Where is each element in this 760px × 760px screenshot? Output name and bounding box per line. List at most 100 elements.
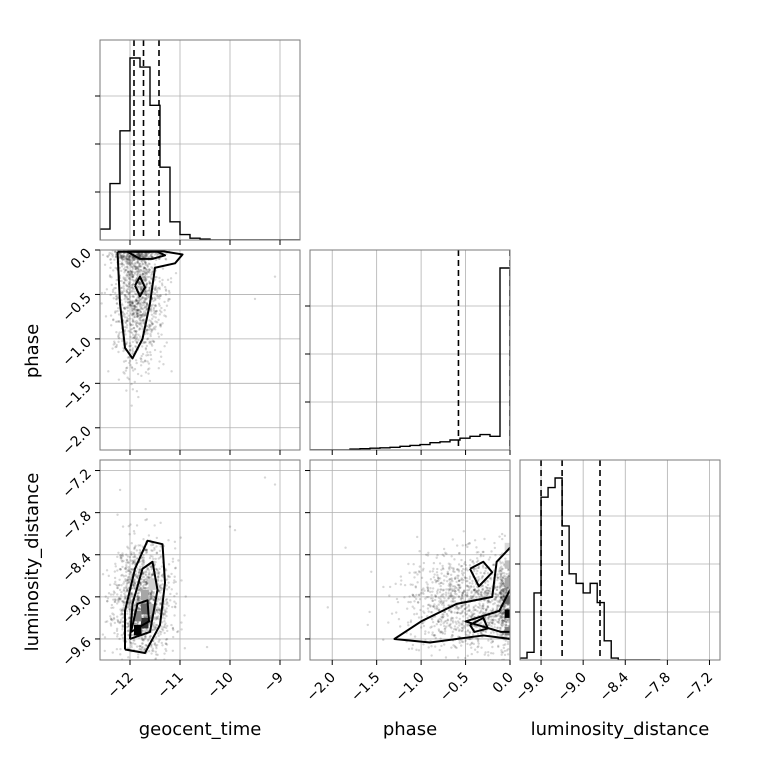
scatter-point (471, 595, 475, 598)
scatter-point (152, 595, 156, 598)
scatter-point (147, 270, 151, 273)
scatter-point (104, 595, 107, 598)
scatter-point (455, 622, 458, 625)
scatter-point (144, 580, 148, 583)
scatter-point (425, 581, 428, 584)
scatter-point (446, 619, 449, 622)
scatter-point (121, 609, 124, 612)
scatter-point (141, 315, 144, 318)
scatter-point (170, 588, 173, 591)
scatter-point (440, 618, 443, 621)
scatter-point (502, 590, 505, 593)
scatter-point (129, 363, 132, 367)
scatter-point (504, 620, 508, 624)
scatter-point (129, 262, 132, 265)
scatter-point (110, 252, 113, 255)
scatter-point (481, 588, 484, 591)
scatter-point (157, 557, 160, 560)
scatter-point (121, 554, 124, 558)
scatter-point (131, 268, 134, 271)
scatter-point (498, 591, 501, 594)
scatter-point (135, 622, 138, 626)
scatter-point (131, 317, 134, 321)
scatter-point (163, 617, 166, 620)
scatter-point (116, 619, 120, 623)
scatter-point (160, 282, 164, 285)
scatter-point (453, 592, 457, 595)
scatter-point (143, 279, 147, 283)
scatter-point (502, 607, 506, 610)
scatter-point (101, 253, 105, 257)
scatter-point (167, 575, 170, 578)
scatter-point (123, 595, 127, 598)
scatter-point (437, 596, 440, 599)
scatter-point (137, 299, 141, 303)
scatter-point (110, 276, 113, 279)
scatter-point (164, 638, 168, 641)
scatter-point (148, 595, 152, 599)
scatter-point (144, 312, 147, 315)
scatter-point (411, 605, 414, 608)
scatter-point (150, 590, 153, 594)
scatter-point (500, 595, 503, 599)
scatter-point (146, 337, 150, 340)
scatter-point (125, 316, 129, 319)
scatter-point (474, 589, 477, 592)
scatter-point (452, 595, 455, 598)
scatter-point (163, 625, 166, 629)
scatter-point (137, 308, 140, 312)
scatter-point (127, 258, 130, 261)
scatter-point (493, 563, 496, 566)
scatter-point (130, 273, 133, 276)
scatter-point (462, 530, 466, 533)
scatter-point (136, 622, 139, 625)
scatter-point (149, 591, 152, 595)
scatter-point (146, 576, 149, 579)
scatter-point (119, 556, 122, 559)
scatter-point (487, 615, 491, 618)
scatter-point (159, 584, 162, 587)
scatter-point (123, 278, 127, 281)
scatter-point (112, 297, 115, 300)
scatter-point (116, 569, 119, 572)
scatter-point (127, 271, 130, 274)
scatter-point (127, 378, 131, 381)
scatter-point (112, 318, 115, 321)
scatter-point (112, 590, 116, 593)
scatter-point (499, 592, 502, 595)
scatter-point (125, 257, 128, 261)
scatter-point (477, 575, 480, 579)
scatter-point (441, 589, 445, 592)
scatter-point (440, 572, 443, 575)
scatter-point (502, 594, 505, 598)
scatter-point (166, 602, 169, 605)
scatter-point (437, 620, 440, 624)
scatter-point (154, 303, 157, 307)
scatter-point (107, 592, 111, 595)
scatter-point (172, 581, 176, 584)
scatter-point (148, 597, 151, 601)
scatter-point (475, 560, 479, 564)
scatter-point (499, 597, 503, 600)
scatter-point (133, 305, 137, 308)
scatter-point (476, 605, 480, 609)
scatter-point (487, 621, 490, 625)
scatter-point (491, 640, 495, 643)
scatter-point (158, 607, 161, 611)
scatter-point (153, 563, 156, 566)
scatter-point (499, 562, 502, 565)
scatter-point (505, 635, 508, 638)
scatter-point (426, 586, 430, 589)
scatter-point (142, 312, 145, 315)
scatter-point (137, 607, 140, 610)
scatter-point (125, 563, 128, 567)
scatter-point (152, 340, 156, 343)
scatter-point (422, 587, 425, 590)
scatter-point (138, 308, 142, 311)
scatter-point (416, 573, 419, 576)
scatter-point (127, 276, 130, 279)
scatter-point (502, 595, 506, 598)
scatter-point (130, 256, 134, 259)
scatter-point (134, 345, 138, 349)
scatter-point (414, 597, 418, 601)
